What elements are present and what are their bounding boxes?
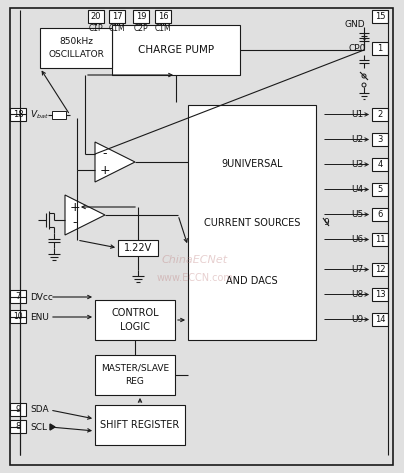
Bar xyxy=(372,313,388,326)
Bar xyxy=(372,42,388,55)
Bar xyxy=(10,310,26,323)
Text: CHARGE PUMP: CHARGE PUMP xyxy=(138,45,214,55)
Text: LOGIC: LOGIC xyxy=(120,322,150,332)
Text: 14: 14 xyxy=(375,315,385,324)
Bar xyxy=(88,10,104,23)
Bar xyxy=(112,25,240,75)
Text: C1P: C1P xyxy=(89,24,103,33)
Bar xyxy=(118,240,158,256)
Bar xyxy=(109,10,125,23)
Text: ENU: ENU xyxy=(30,313,49,322)
Bar xyxy=(10,420,26,433)
Polygon shape xyxy=(65,195,105,235)
Text: 850kHz: 850kHz xyxy=(59,37,93,46)
Text: U6: U6 xyxy=(351,235,363,244)
Text: MASTER/SLAVE: MASTER/SLAVE xyxy=(101,364,169,373)
Text: U7: U7 xyxy=(351,265,363,274)
Text: U8: U8 xyxy=(351,290,363,299)
Bar xyxy=(372,10,388,23)
Bar xyxy=(372,158,388,171)
Text: 5: 5 xyxy=(377,185,383,194)
Text: 4: 4 xyxy=(377,160,383,169)
Text: 9: 9 xyxy=(15,405,21,414)
Text: 1: 1 xyxy=(377,44,383,53)
Text: 1.22V: 1.22V xyxy=(124,243,152,253)
Text: U5: U5 xyxy=(351,210,363,219)
Text: 8: 8 xyxy=(15,422,21,431)
Text: U4: U4 xyxy=(351,185,363,194)
Bar xyxy=(372,233,388,246)
Bar xyxy=(372,208,388,221)
Text: 3: 3 xyxy=(377,135,383,144)
Text: U9: U9 xyxy=(351,315,363,324)
Bar xyxy=(10,108,26,121)
Text: U1: U1 xyxy=(351,110,363,119)
Text: CP0: CP0 xyxy=(348,44,366,53)
Text: 10: 10 xyxy=(13,312,23,321)
Text: 11: 11 xyxy=(375,235,385,244)
Text: 15: 15 xyxy=(375,12,385,21)
Text: www.ECCN.com: www.ECCN.com xyxy=(157,273,234,283)
Bar xyxy=(372,108,388,121)
Bar xyxy=(95,405,185,445)
Bar xyxy=(188,105,316,340)
Text: CURRENT SOURCES: CURRENT SOURCES xyxy=(204,218,300,228)
Text: +: + xyxy=(100,164,110,176)
Text: C1M: C1M xyxy=(109,24,125,33)
Bar xyxy=(95,300,175,340)
Bar xyxy=(372,288,388,301)
Bar xyxy=(372,133,388,146)
Bar xyxy=(95,355,175,395)
Text: AND DACS: AND DACS xyxy=(226,276,278,286)
Polygon shape xyxy=(50,424,55,430)
Text: C2P: C2P xyxy=(134,24,148,33)
Bar xyxy=(372,263,388,276)
Text: 13: 13 xyxy=(375,290,385,299)
Bar xyxy=(155,10,171,23)
Bar xyxy=(10,290,26,303)
Text: C1M: C1M xyxy=(155,24,171,33)
Text: DVcc: DVcc xyxy=(30,292,53,301)
Text: 19: 19 xyxy=(136,12,146,21)
Text: 17: 17 xyxy=(112,12,122,21)
Bar xyxy=(133,10,149,23)
Text: SDA: SDA xyxy=(30,405,48,414)
Text: 20: 20 xyxy=(91,12,101,21)
Text: CONTROL: CONTROL xyxy=(111,308,159,318)
Bar xyxy=(52,111,66,119)
Text: ChinaECNet: ChinaECNet xyxy=(162,255,228,265)
Bar xyxy=(10,403,26,416)
Bar xyxy=(40,28,112,68)
Bar xyxy=(372,183,388,196)
Text: U2: U2 xyxy=(351,135,363,144)
Text: 7: 7 xyxy=(15,292,21,301)
Text: OSCILLATOR: OSCILLATOR xyxy=(48,50,104,59)
Text: 6: 6 xyxy=(377,210,383,219)
Text: $V_{bat}$: $V_{bat}$ xyxy=(30,109,49,121)
Text: -: - xyxy=(103,148,107,160)
Text: REG: REG xyxy=(126,377,145,386)
Text: GND: GND xyxy=(345,19,365,28)
Text: 12: 12 xyxy=(375,265,385,274)
Text: 9: 9 xyxy=(323,218,329,227)
Text: 9UNIVERSAL: 9UNIVERSAL xyxy=(221,159,283,169)
Text: 18: 18 xyxy=(13,110,23,119)
Text: +: + xyxy=(69,201,80,213)
Text: 2: 2 xyxy=(377,110,383,119)
Polygon shape xyxy=(95,142,135,182)
Text: SHIFT REGISTER: SHIFT REGISTER xyxy=(100,420,180,430)
Text: U3: U3 xyxy=(351,160,363,169)
Text: -: - xyxy=(73,217,77,229)
Text: SCL: SCL xyxy=(30,422,47,431)
Text: 16: 16 xyxy=(158,12,168,21)
